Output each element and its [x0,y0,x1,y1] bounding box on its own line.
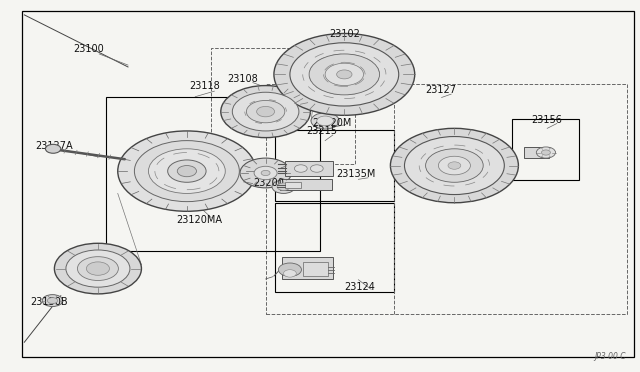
Bar [285,182,301,188]
Circle shape [148,149,225,193]
Circle shape [254,166,277,180]
Circle shape [274,33,415,115]
Circle shape [536,147,556,158]
Bar [303,262,328,276]
Bar [524,147,549,158]
Circle shape [448,162,461,169]
Bar [285,161,333,176]
Circle shape [118,131,256,211]
Text: 23118: 23118 [189,81,220,91]
Circle shape [77,257,118,280]
Text: 23200: 23200 [253,178,284,188]
Circle shape [541,150,550,155]
Bar [266,84,627,314]
Circle shape [284,270,296,277]
Text: JP3 00 C: JP3 00 C [595,352,626,361]
Bar [275,203,394,292]
Circle shape [240,158,291,188]
Circle shape [438,156,470,175]
Text: 23156: 23156 [531,115,562,125]
Circle shape [168,160,206,182]
Text: 23135M: 23135M [336,169,376,179]
Circle shape [325,63,364,86]
Text: 23108: 23108 [227,74,258,84]
Circle shape [290,43,399,106]
Circle shape [42,295,63,307]
Text: 23127A: 23127A [35,141,73,151]
Circle shape [47,298,58,304]
Circle shape [310,165,323,172]
Circle shape [261,170,270,176]
Circle shape [257,106,275,117]
Text: 23150B: 23150B [31,297,68,307]
Circle shape [272,180,295,193]
Bar [275,130,394,201]
Circle shape [309,54,380,95]
Circle shape [426,149,483,182]
Circle shape [45,144,61,153]
Circle shape [317,116,333,126]
Bar [280,179,332,190]
Circle shape [337,70,352,79]
Text: 23127: 23127 [426,85,456,95]
Circle shape [404,137,504,195]
Circle shape [390,128,518,203]
Circle shape [294,165,307,172]
Circle shape [232,92,299,131]
Circle shape [221,86,310,138]
Text: 23150: 23150 [88,271,119,281]
Text: 23215: 23215 [306,126,337,136]
Circle shape [134,141,239,202]
Bar [512,119,579,180]
Circle shape [177,166,196,177]
Circle shape [311,113,339,129]
Bar [282,257,333,279]
Text: 23100: 23100 [74,44,104,54]
Circle shape [246,100,285,123]
Circle shape [278,263,301,276]
Text: 23120M: 23120M [312,118,352,128]
Circle shape [277,183,290,190]
Circle shape [54,243,141,294]
Circle shape [86,262,109,275]
Circle shape [66,250,130,287]
Text: 23124: 23124 [344,282,375,292]
Bar [106,97,320,251]
Bar [211,48,355,164]
Text: 23102: 23102 [330,29,360,39]
Text: 23120MA: 23120MA [176,215,222,225]
